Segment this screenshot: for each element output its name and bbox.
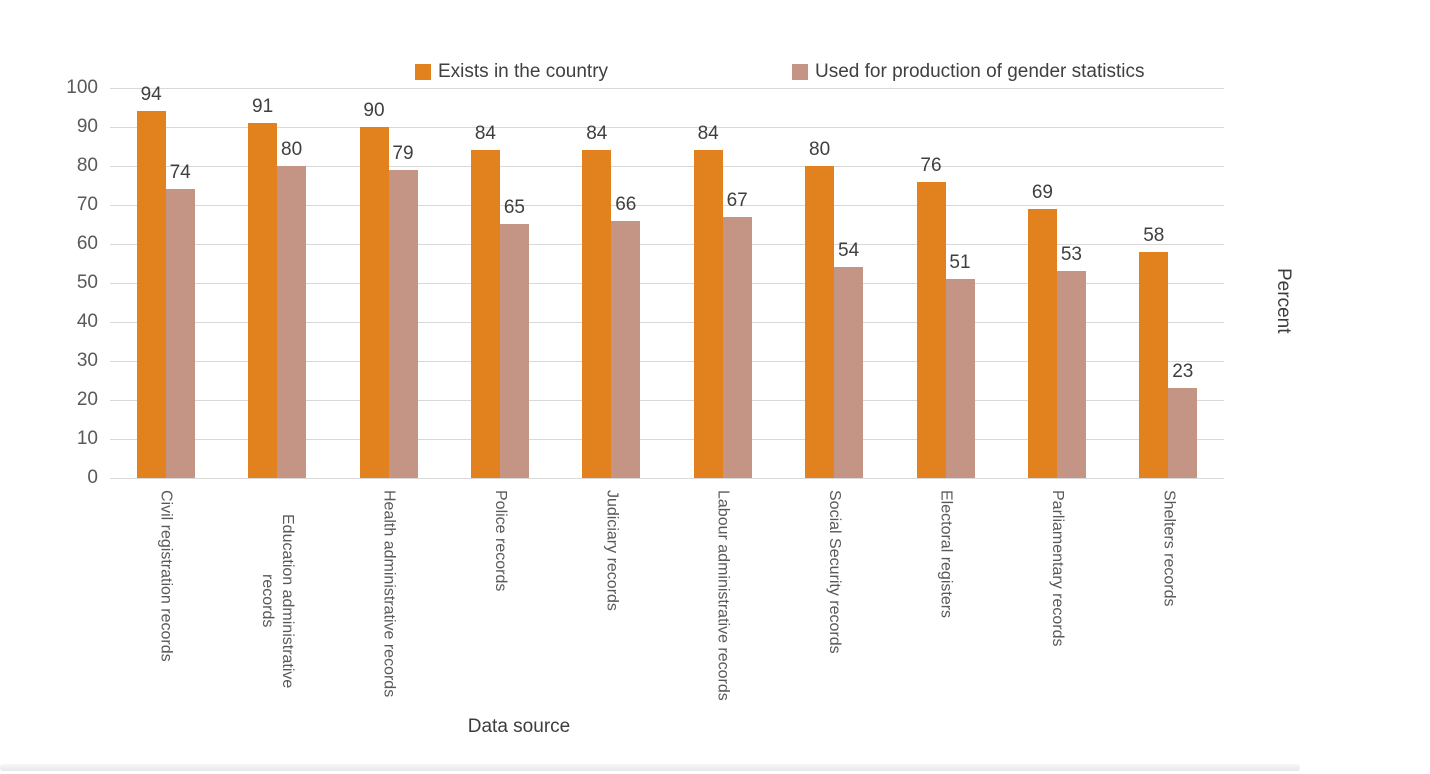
y-tick-label: 70: [76, 194, 98, 215]
bar-used: [945, 279, 975, 478]
bar-exists: [359, 127, 389, 478]
legend-swatch-exists-icon: [415, 64, 431, 80]
bar-used: [834, 267, 864, 478]
gridline: [110, 361, 1224, 362]
y-tick-label: 80: [76, 155, 98, 176]
bar-exists: [136, 111, 166, 478]
data-label: 84: [474, 123, 496, 144]
y-tick-label: 10: [76, 428, 98, 449]
y-tick-label: 60: [76, 233, 98, 254]
bar-exists: [916, 182, 946, 478]
category-label: Civil registration records: [157, 490, 175, 662]
legend-item-exists: Exists in the country: [415, 61, 608, 83]
y-tick-label: 50: [76, 272, 98, 293]
y-tick-label: 20: [76, 389, 98, 410]
data-label: 53: [1060, 244, 1082, 265]
y-axis-title: Percent: [1273, 268, 1294, 334]
gridline: [110, 322, 1224, 323]
data-label: 54: [838, 240, 860, 261]
gridline: [110, 439, 1224, 440]
bar-exists: [805, 166, 835, 478]
data-label: 51: [949, 252, 971, 273]
data-label: 69: [1031, 182, 1053, 203]
bar-exists: [248, 123, 278, 478]
data-label: 84: [697, 123, 719, 144]
bar-exists: [1027, 209, 1057, 478]
category-label: Shelters records: [1160, 490, 1178, 607]
bar-used: [165, 189, 195, 478]
category-label: Judiciary records: [603, 490, 621, 611]
gridline: [110, 88, 1224, 89]
bar-used: [1168, 388, 1198, 478]
legend-label-exists: Exists in the country: [438, 61, 609, 82]
gridline: [110, 283, 1224, 284]
data-label: 94: [140, 84, 162, 105]
bottom-screenshot-artifact: [0, 764, 1300, 771]
gridline: [110, 166, 1224, 167]
bar-used: [499, 224, 529, 478]
bar-used: [1056, 271, 1086, 478]
category-label: Social Security records: [826, 490, 844, 654]
category-label: Labour administrative records: [714, 490, 732, 701]
data-label: 76: [920, 155, 942, 176]
legend-label-used: Used for production of gender statistics: [815, 61, 1145, 82]
y-tick-label: 0: [87, 467, 98, 488]
plot-area: 94 74 91 80 90 79 84 65 84 66 84 67 80 54 76 51 69 53 58 23: [110, 84, 1224, 479]
y-tick-label: 100: [66, 77, 98, 98]
x-axis-title: Data source: [467, 716, 571, 737]
y-tick-label: 30: [76, 350, 98, 371]
bar-exists: [693, 150, 723, 478]
y-tick-label: 40: [76, 311, 98, 332]
bar-exists: [582, 150, 612, 478]
data-label: 67: [726, 190, 748, 211]
data-label: 84: [586, 123, 608, 144]
data-label: 66: [615, 194, 637, 215]
bar-used: [277, 166, 307, 478]
legend-item-used: Used for production of gender statistics: [792, 61, 1145, 83]
gridline: [110, 400, 1224, 401]
bar-used: [722, 217, 752, 478]
gridline: [110, 244, 1224, 245]
bar-exists: [1139, 252, 1169, 478]
bar-exists: [470, 150, 500, 478]
bar-used: [388, 170, 418, 478]
category-label: Education administrative records: [259, 513, 297, 689]
gridline: [110, 205, 1224, 206]
data-label: 80: [809, 139, 831, 160]
data-label: 80: [281, 139, 303, 160]
bar-used: [611, 221, 641, 478]
data-label: 23: [1172, 361, 1194, 382]
data-label: 74: [169, 162, 191, 183]
data-label: 65: [503, 197, 525, 218]
legend-swatch-used-icon: [792, 64, 808, 80]
data-label: 58: [1143, 225, 1165, 246]
category-label: Parliamentary records: [1048, 490, 1066, 647]
category-label: Police records: [491, 490, 509, 592]
category-label: Health administrative records: [380, 490, 398, 698]
y-tick-label: 90: [76, 116, 98, 137]
category-label: Electoral registers: [937, 490, 955, 619]
data-label: 90: [363, 100, 385, 121]
data-label: 79: [392, 143, 414, 164]
gridline: [110, 478, 1224, 479]
gridline: [110, 127, 1224, 128]
data-label: 91: [252, 96, 274, 117]
